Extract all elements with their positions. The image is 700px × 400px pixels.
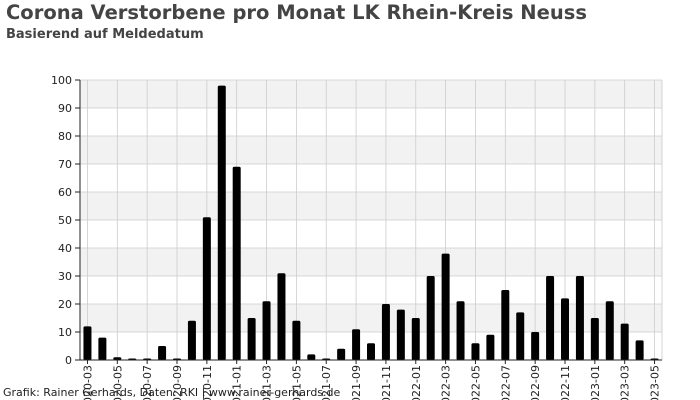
x-tick-label: 2020-11 bbox=[201, 365, 214, 400]
grid-band bbox=[80, 192, 662, 220]
source-footer: Grafik: Rainer Gerhards, Daten: RKI | ww… bbox=[3, 386, 341, 399]
x-tick-label: 2022-05 bbox=[469, 365, 482, 400]
x-tick-label: 2021-07 bbox=[320, 365, 333, 400]
bar-2021-06 bbox=[307, 354, 316, 360]
y-tick-label: 50 bbox=[58, 214, 72, 227]
y-tick-label: 100 bbox=[51, 74, 72, 87]
chart-subtitle: Basierend auf Meldedatum bbox=[6, 27, 204, 42]
x-tick-label: 2022-07 bbox=[499, 365, 512, 400]
bar-2022-03 bbox=[441, 253, 450, 360]
y-tick-label: 10 bbox=[58, 326, 72, 339]
x-tick-label: 2023-05 bbox=[649, 365, 662, 400]
x-tick-label: 2022-11 bbox=[559, 365, 572, 400]
bar-2022-07 bbox=[501, 290, 510, 360]
y-tick-label: 30 bbox=[58, 270, 72, 283]
y-tick-label: 60 bbox=[58, 186, 72, 199]
bar-2022-11 bbox=[561, 298, 569, 360]
bar-2021-11 bbox=[381, 304, 390, 360]
y-tick-label: 20 bbox=[58, 298, 72, 311]
bar-2021-12 bbox=[396, 309, 405, 360]
bar-2021-08 bbox=[337, 348, 346, 360]
bar-2021-01 bbox=[232, 166, 241, 360]
grid-band bbox=[80, 80, 662, 108]
bar-2022-08 bbox=[516, 312, 525, 360]
bar-2020-05 bbox=[113, 357, 122, 360]
x-tick-label: 2021-03 bbox=[261, 365, 274, 400]
bar-2020-08 bbox=[158, 346, 167, 360]
grid-band bbox=[80, 304, 662, 332]
bar-2020-12 bbox=[217, 85, 226, 360]
bar-2023-04 bbox=[635, 340, 644, 360]
bar-2021-09 bbox=[352, 329, 361, 360]
y-tick-label: 90 bbox=[58, 102, 72, 115]
bar-2020-03 bbox=[83, 326, 92, 360]
grid-band bbox=[80, 248, 662, 276]
bar-2021-04 bbox=[277, 273, 286, 360]
x-tick-label: 2022-01 bbox=[410, 365, 423, 400]
bar-2022-10 bbox=[546, 276, 555, 360]
x-tick-label: 2021-01 bbox=[231, 365, 244, 400]
x-tick-label: 2020-05 bbox=[111, 365, 124, 400]
chart-title: Corona Verstorbene pro Monat LK Rhein-Kr… bbox=[6, 1, 587, 24]
bar-2021-10 bbox=[367, 343, 375, 360]
plot-bands bbox=[80, 80, 662, 332]
bar-2020-10 bbox=[187, 320, 196, 360]
x-tick-label: 2022-03 bbox=[440, 365, 453, 400]
x-tick-label: 2021-09 bbox=[350, 365, 363, 400]
x-tick-label: 2020-03 bbox=[81, 365, 94, 400]
x-axis: 2020-03 2020-05 2020-07 2020-09 2020-11 2021-… bbox=[80, 359, 662, 400]
bar-2022-06 bbox=[486, 334, 495, 360]
x-tick-label: 2021-11 bbox=[380, 365, 393, 400]
bar-2023-01 bbox=[590, 318, 599, 360]
x-tick-label: 2023-01 bbox=[589, 365, 602, 400]
y-tick-label: 0 bbox=[65, 354, 72, 367]
bar-2022-05 bbox=[471, 343, 480, 360]
bar-2021-03 bbox=[262, 301, 271, 360]
x-tick-label: 2023-03 bbox=[619, 365, 632, 400]
x-tick-label: 2021-05 bbox=[290, 365, 303, 400]
bar-2022-12 bbox=[575, 276, 584, 360]
bar-2023-02 bbox=[605, 301, 614, 360]
bars bbox=[83, 85, 659, 360]
bar-2022-01 bbox=[411, 318, 420, 360]
x-tick-label: 2020-07 bbox=[141, 365, 154, 400]
bar-2021-05 bbox=[292, 320, 301, 360]
x-tick-label: 2020-09 bbox=[171, 365, 184, 400]
y-axis: 0 10 20 30 40 50 60 70 80 90 100 bbox=[51, 74, 81, 367]
y-tick-label: 80 bbox=[58, 130, 72, 143]
bar-2022-02 bbox=[426, 276, 435, 360]
bar-2020-11 bbox=[202, 217, 211, 360]
bar-2023-03 bbox=[620, 323, 629, 360]
x-tick-label: 2022-09 bbox=[529, 365, 542, 400]
y-tick-label: 40 bbox=[58, 242, 72, 255]
bar-2022-04 bbox=[456, 301, 465, 360]
grid-band bbox=[80, 136, 662, 164]
bar-2022-09 bbox=[531, 332, 540, 360]
y-tick-label: 70 bbox=[58, 158, 72, 171]
bar-2021-02 bbox=[247, 318, 256, 360]
bar-2020-04 bbox=[98, 337, 107, 360]
